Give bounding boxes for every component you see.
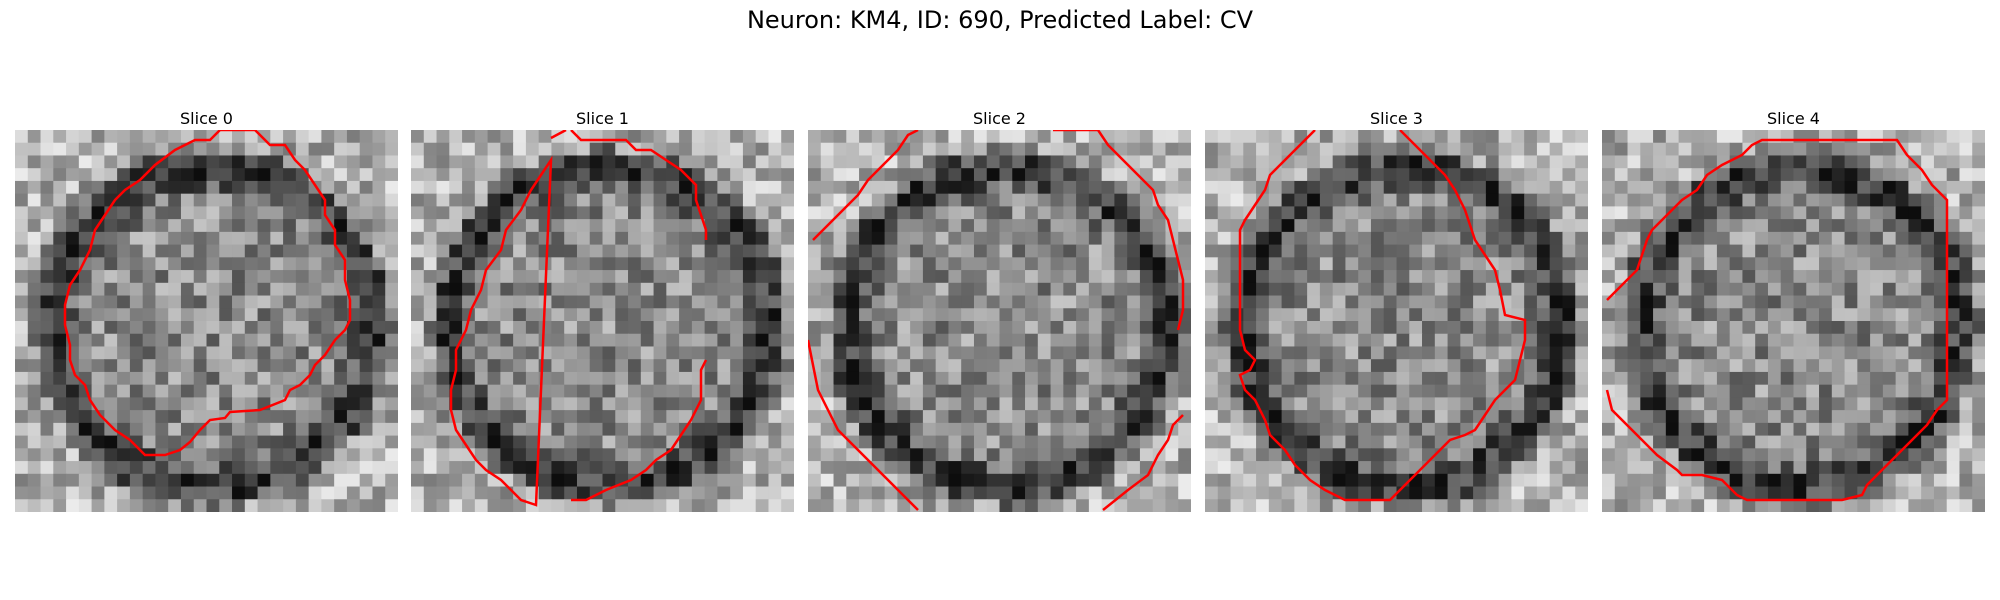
grayscale-pixels xyxy=(1205,130,1588,512)
slice-image xyxy=(1602,130,1985,512)
slice-image xyxy=(808,130,1191,512)
contour-outline xyxy=(1605,138,1949,502)
slice-image xyxy=(411,130,794,512)
figure-title: Neuron: KM4, ID: 690, Predicted Label: C… xyxy=(746,6,1254,34)
slice-title: Slice 3 xyxy=(1370,109,1423,128)
contour-outline xyxy=(808,130,1185,511)
slice-title: Slice 2 xyxy=(973,109,1026,128)
slice-title: Slice 0 xyxy=(180,109,233,128)
contour-outline xyxy=(1238,130,1527,502)
slice-panel-0: Slice 0 xyxy=(15,108,398,512)
slice-panel-1: Slice 1 xyxy=(411,108,794,512)
slice-image xyxy=(15,130,398,512)
slice-panel-3: Slice 3 xyxy=(1205,108,1588,512)
grayscale-pixels xyxy=(1602,130,1985,512)
grayscale-pixels xyxy=(15,130,398,512)
grayscale-pixels xyxy=(808,130,1191,512)
slice-image xyxy=(1205,130,1588,512)
slice-panel-4: Slice 4 xyxy=(1602,108,1985,512)
contour-outline xyxy=(449,130,708,507)
slice-title: Slice 4 xyxy=(1767,109,1820,128)
grayscale-pixels xyxy=(411,130,794,512)
slice-title: Slice 1 xyxy=(576,109,629,128)
slice-panel-2: Slice 2 xyxy=(808,108,1191,512)
contour-outline xyxy=(63,130,352,457)
